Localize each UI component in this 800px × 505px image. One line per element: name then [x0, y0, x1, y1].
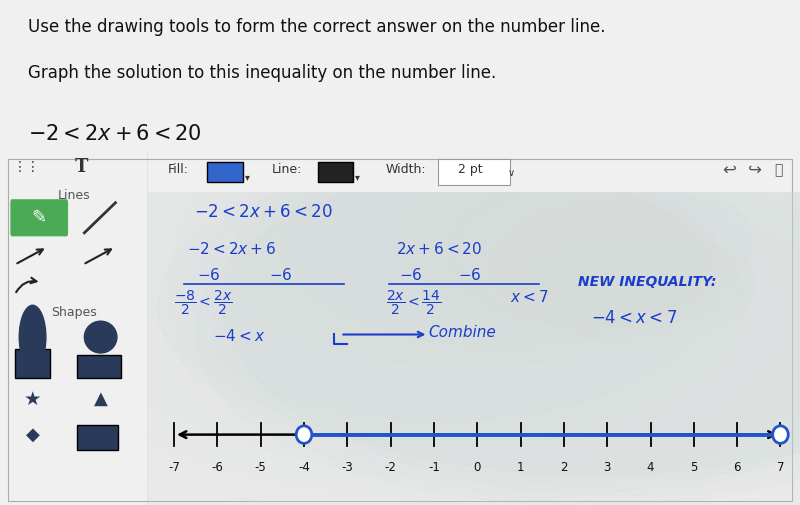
Text: Combine: Combine	[428, 325, 496, 340]
FancyBboxPatch shape	[206, 162, 242, 182]
Text: -5: -5	[255, 461, 266, 474]
Text: ▾: ▾	[245, 172, 250, 182]
Text: $-2 < 2x + 6$: $-2 < 2x + 6$	[187, 241, 277, 257]
FancyBboxPatch shape	[15, 349, 50, 378]
Text: ✎: ✎	[32, 209, 46, 227]
Text: $-4 < x$: $-4 < x$	[213, 328, 266, 344]
Text: ★: ★	[24, 389, 42, 409]
Text: NEW INEQUALITY:: NEW INEQUALITY:	[578, 275, 717, 289]
FancyBboxPatch shape	[77, 355, 122, 378]
Text: Use the drawing tools to form the correct answer on the number line.: Use the drawing tools to form the correc…	[28, 18, 606, 36]
Ellipse shape	[296, 426, 312, 443]
Text: $-2 < 2x + 6 < 20$: $-2 < 2x + 6 < 20$	[194, 203, 332, 221]
Text: 6: 6	[734, 461, 741, 474]
Text: $-6$: $-6$	[458, 267, 482, 283]
Text: T: T	[74, 159, 88, 176]
Text: ↪: ↪	[748, 161, 762, 179]
Text: Line:: Line:	[272, 163, 302, 176]
Text: 3: 3	[603, 461, 611, 474]
Text: 🗑: 🗑	[774, 163, 782, 177]
Text: 2: 2	[560, 461, 568, 474]
Text: -2: -2	[385, 461, 397, 474]
Ellipse shape	[84, 321, 117, 353]
Text: -4: -4	[298, 461, 310, 474]
Text: Shapes: Shapes	[51, 306, 97, 319]
Text: Lines: Lines	[58, 189, 90, 202]
Text: ◆: ◆	[26, 425, 39, 443]
Text: $-2 < 2x + 6 < 20$: $-2 < 2x + 6 < 20$	[28, 124, 202, 144]
Text: 1: 1	[517, 461, 524, 474]
Text: $\dfrac{2x}{2} < \dfrac{14}{2}$: $\dfrac{2x}{2} < \dfrac{14}{2}$	[386, 289, 442, 318]
Text: $-6$: $-6$	[399, 267, 422, 283]
Text: -7: -7	[168, 461, 180, 474]
Text: Fill:: Fill:	[167, 163, 189, 176]
Text: $-6$: $-6$	[269, 267, 292, 283]
Text: Graph the solution to this inequality on the number line.: Graph the solution to this inequality on…	[28, 64, 496, 82]
Text: 7: 7	[777, 461, 784, 474]
Text: -3: -3	[342, 461, 354, 474]
FancyBboxPatch shape	[77, 425, 118, 450]
Text: 5: 5	[690, 461, 698, 474]
Text: 0: 0	[474, 461, 481, 474]
Text: ⋮⋮: ⋮⋮	[13, 161, 41, 174]
Text: ∨: ∨	[508, 168, 515, 178]
Text: 4: 4	[646, 461, 654, 474]
Text: -1: -1	[428, 461, 440, 474]
Text: $2x + 6 < 20$: $2x + 6 < 20$	[396, 241, 482, 257]
FancyBboxPatch shape	[318, 162, 354, 182]
FancyBboxPatch shape	[438, 159, 510, 185]
Text: ↩: ↩	[722, 161, 736, 179]
Text: $-6$: $-6$	[197, 267, 221, 283]
Text: 2 pt: 2 pt	[458, 163, 482, 176]
Circle shape	[19, 305, 46, 369]
Text: $x < 7$: $x < 7$	[510, 289, 548, 305]
Text: ▾: ▾	[355, 172, 360, 182]
Text: ▲: ▲	[94, 390, 107, 408]
FancyBboxPatch shape	[10, 199, 68, 236]
Text: Width:: Width:	[386, 163, 426, 176]
Text: -6: -6	[211, 461, 223, 474]
Text: $-4 < x < 7$: $-4 < x < 7$	[591, 310, 678, 327]
Text: $\dfrac{-8}{2} < \dfrac{2x}{2}$: $\dfrac{-8}{2} < \dfrac{2x}{2}$	[174, 289, 233, 318]
Ellipse shape	[773, 426, 788, 443]
